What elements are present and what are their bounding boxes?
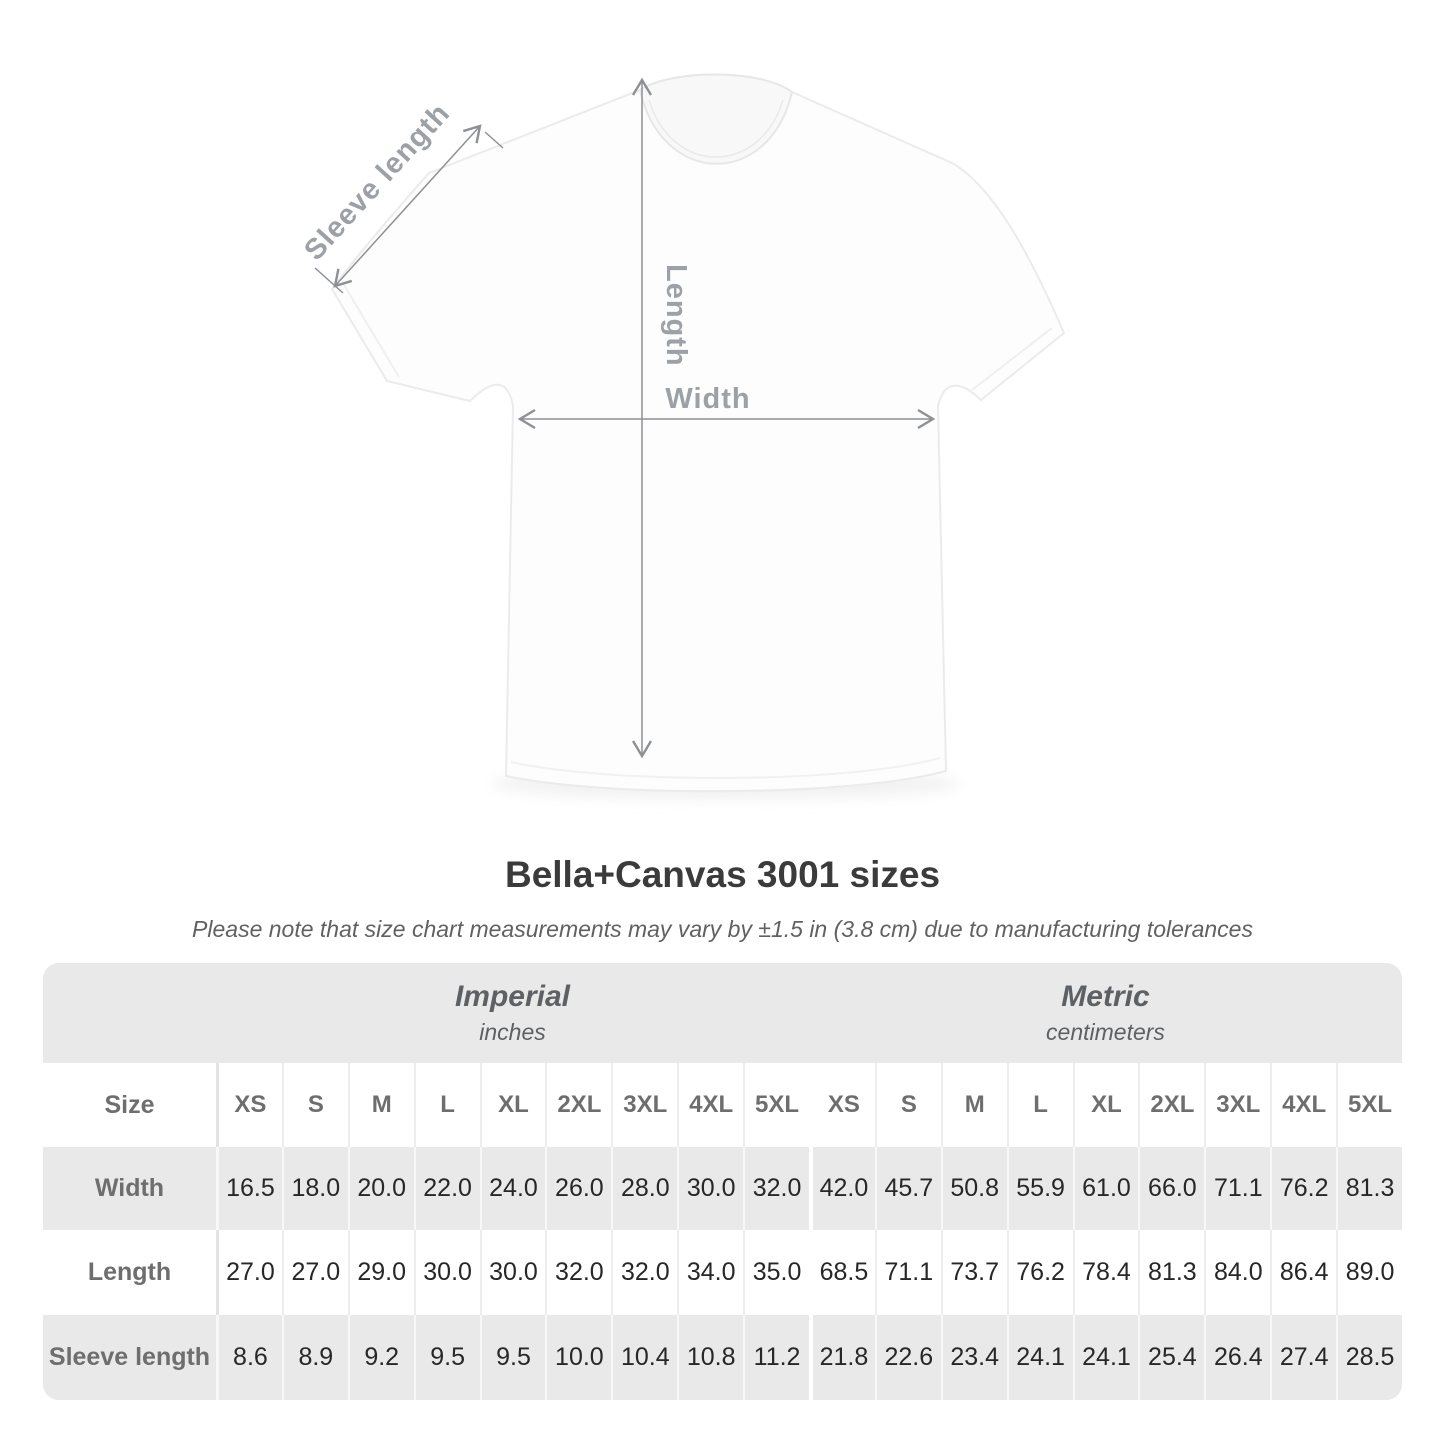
imperial-value: 9.5 — [479, 1315, 546, 1400]
length-label: Length — [660, 264, 692, 367]
tshirt-diagram: Width Length Sleeve length — [298, 73, 1065, 799]
imperial-value: 32.0 — [545, 1230, 612, 1315]
imperial-value: 9.2 — [347, 1315, 414, 1400]
page-title: Bella+Canvas 3001 sizes — [504, 854, 941, 895]
imperial-value: 35.0 — [743, 1230, 809, 1315]
imperial-value: 32.0 — [611, 1230, 678, 1315]
imperial-value: 30.0 — [677, 1147, 744, 1230]
metric-value: 23.4 — [940, 1315, 1007, 1400]
size-col-header-imperial: 4XL — [677, 1063, 744, 1147]
size-col-header-imperial: L — [413, 1063, 480, 1147]
imperial-value: 27.0 — [281, 1230, 348, 1315]
unit-group-header: Imperial inches — [216, 963, 809, 1063]
imperial-value: 8.6 — [216, 1315, 282, 1400]
imperial-value: 8.9 — [281, 1315, 348, 1400]
tshirt-collar — [638, 73, 794, 165]
size-col-header-metric: M — [940, 1063, 1007, 1147]
imperial-value: 24.0 — [479, 1147, 546, 1230]
sleeve-arrow — [333, 124, 482, 288]
unit-group-label: Imperial — [454, 980, 571, 1013]
imperial-value: 27.0 — [216, 1230, 282, 1315]
size-col-header-imperial: M — [347, 1063, 414, 1147]
metric-value: 24.1 — [1006, 1315, 1073, 1400]
metric-value: 81.3 — [1336, 1147, 1402, 1230]
imperial-value: 11.2 — [743, 1315, 809, 1400]
imperial-value: 9.5 — [413, 1315, 480, 1400]
measure-row-label: Width — [43, 1147, 216, 1230]
imperial-value: 32.0 — [743, 1147, 809, 1230]
metric-value: 66.0 — [1138, 1147, 1205, 1230]
right-cuff-seam — [971, 327, 1053, 391]
tshirt-body — [331, 73, 1065, 793]
metric-value: 86.4 — [1270, 1230, 1337, 1315]
measure-row-label: Sleeve length — [43, 1315, 216, 1400]
tolerance-note: Please note that size chart measurements… — [192, 916, 1253, 942]
imperial-value: 16.5 — [216, 1147, 282, 1230]
size-col-header-metric: L — [1006, 1063, 1073, 1147]
metric-value: 27.4 — [1270, 1315, 1337, 1400]
size-col-header-metric: 2XL — [1138, 1063, 1205, 1147]
metric-value: 24.1 — [1072, 1315, 1139, 1400]
metric-value: 22.6 — [874, 1315, 941, 1400]
size-col-header-imperial: S — [281, 1063, 348, 1147]
measure-row-label: Length — [43, 1230, 216, 1315]
metric-value: 25.4 — [1138, 1315, 1205, 1400]
metric-value: 42.0 — [808, 1147, 875, 1230]
metric-value: 71.1 — [874, 1230, 941, 1315]
size-col-header-imperial: 2XL — [545, 1063, 612, 1147]
metric-value: 26.4 — [1204, 1315, 1271, 1400]
collar-inner-seam — [648, 99, 784, 158]
imperial-value: 30.0 — [413, 1230, 480, 1315]
imperial-value: 22.0 — [413, 1147, 480, 1230]
size-col-header-metric: 3XL — [1204, 1063, 1271, 1147]
imperial-value: 26.0 — [545, 1147, 612, 1230]
unit-group-sublabel: centimeters — [1046, 1019, 1165, 1045]
size-col-header-imperial: 3XL — [611, 1063, 678, 1147]
metric-value: 76.2 — [1270, 1147, 1337, 1230]
metric-value: 61.0 — [1072, 1147, 1139, 1230]
unit-group-label: Metric — [1061, 980, 1150, 1013]
metric-value: 81.3 — [1138, 1230, 1205, 1315]
metric-value: 50.8 — [940, 1147, 1007, 1230]
imperial-value: 29.0 — [347, 1230, 414, 1315]
unit-group-header: Metric centimeters — [808, 963, 1402, 1063]
metric-value: 78.4 — [1072, 1230, 1139, 1315]
metric-value: 76.2 — [1006, 1230, 1073, 1315]
imperial-value: 18.0 — [281, 1147, 348, 1230]
size-col-header-metric: XL — [1072, 1063, 1139, 1147]
size-col-header-imperial: 5XL — [743, 1063, 809, 1147]
unit-group-sublabel: inches — [479, 1019, 546, 1045]
metric-value: 45.7 — [874, 1147, 941, 1230]
metric-value: 68.5 — [808, 1230, 875, 1315]
metric-value: 84.0 — [1204, 1230, 1271, 1315]
metric-value: 21.8 — [808, 1315, 875, 1400]
sleeve-arrow-tick-bottom — [314, 267, 344, 294]
size-col-header-imperial: XS — [216, 1063, 282, 1147]
width-label: Width — [665, 383, 750, 415]
metric-value: 71.1 — [1204, 1147, 1271, 1230]
size-table: Imperial inches Metric centimeters Size XS S M L… — [43, 963, 1402, 1400]
metric-value: 73.7 — [940, 1230, 1007, 1315]
unit-header-spacer — [43, 963, 216, 1063]
imperial-value: 20.0 — [347, 1147, 414, 1230]
imperial-value: 10.4 — [611, 1315, 678, 1400]
imperial-value: 30.0 — [479, 1230, 546, 1315]
size-col-header-metric: 5XL — [1336, 1063, 1402, 1147]
size-col-header-metric: 4XL — [1270, 1063, 1337, 1147]
metric-value: 55.9 — [1006, 1147, 1073, 1230]
size-col-header-metric: XS — [808, 1063, 875, 1147]
sleeve-arrow-tick-top — [484, 131, 504, 149]
hem-seam — [510, 757, 941, 780]
left-cuff-seam — [343, 284, 400, 378]
imperial-value: 28.0 — [611, 1147, 678, 1230]
imperial-value: 10.8 — [677, 1315, 744, 1400]
size-col-header-metric: S — [874, 1063, 941, 1147]
size-col-header-imperial: XL — [479, 1063, 546, 1147]
size-row-label: Size — [43, 1063, 216, 1147]
metric-value: 89.0 — [1336, 1230, 1402, 1315]
metric-value: 28.5 — [1336, 1315, 1402, 1400]
imperial-value: 10.0 — [545, 1315, 612, 1400]
imperial-value: 34.0 — [677, 1230, 744, 1315]
